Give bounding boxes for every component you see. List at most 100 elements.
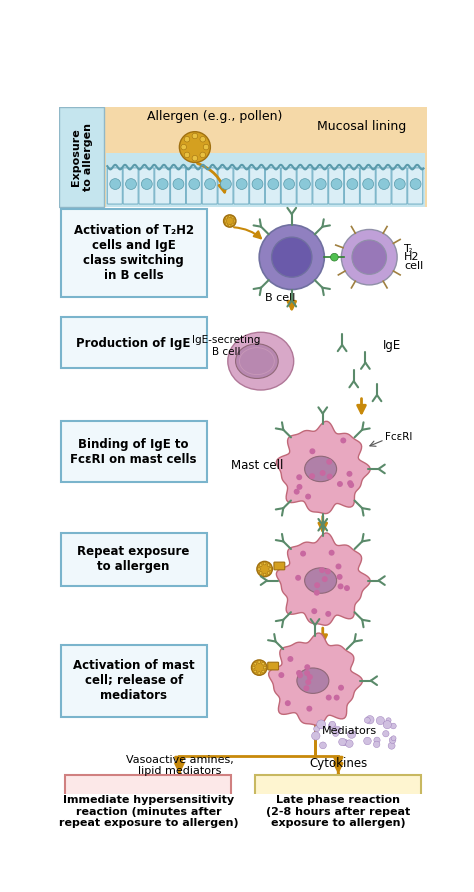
- Circle shape: [264, 666, 266, 669]
- Circle shape: [192, 155, 198, 161]
- Circle shape: [340, 437, 346, 443]
- Circle shape: [315, 178, 326, 189]
- Circle shape: [287, 656, 293, 662]
- Circle shape: [181, 145, 186, 150]
- FancyBboxPatch shape: [345, 168, 359, 204]
- Text: Mediators: Mediators: [322, 726, 377, 736]
- FancyBboxPatch shape: [408, 168, 423, 204]
- Circle shape: [110, 178, 120, 189]
- Circle shape: [263, 562, 266, 565]
- FancyBboxPatch shape: [107, 168, 122, 204]
- Circle shape: [262, 662, 264, 665]
- Circle shape: [228, 216, 231, 218]
- Text: Exposure
to allergen: Exposure to allergen: [71, 123, 92, 191]
- Text: ₂: ₂: [409, 245, 412, 254]
- FancyBboxPatch shape: [155, 168, 170, 204]
- Circle shape: [319, 470, 326, 476]
- Circle shape: [319, 567, 325, 573]
- Circle shape: [254, 670, 256, 673]
- Circle shape: [263, 574, 266, 576]
- Circle shape: [365, 717, 370, 723]
- Circle shape: [327, 474, 333, 480]
- Circle shape: [251, 660, 267, 675]
- Circle shape: [326, 458, 332, 465]
- Circle shape: [284, 178, 294, 189]
- Circle shape: [311, 608, 317, 614]
- Circle shape: [268, 178, 279, 189]
- Circle shape: [220, 178, 231, 189]
- Circle shape: [383, 721, 392, 729]
- Circle shape: [347, 731, 356, 739]
- Text: Immediate hypersensitivity
reaction (minutes after
repeat exposure to allergen): Immediate hypersensitivity reaction (min…: [59, 795, 238, 828]
- Text: Allergen (e.g., pollen): Allergen (e.g., pollen): [146, 110, 282, 123]
- Text: B cell: B cell: [265, 293, 295, 303]
- Circle shape: [259, 225, 324, 290]
- Circle shape: [331, 178, 342, 189]
- Circle shape: [314, 726, 319, 731]
- Circle shape: [173, 178, 184, 189]
- Circle shape: [326, 695, 332, 700]
- Circle shape: [337, 574, 343, 580]
- Circle shape: [347, 480, 353, 486]
- Circle shape: [363, 178, 374, 189]
- Text: Cytokines: Cytokines: [309, 757, 367, 771]
- Circle shape: [394, 178, 405, 189]
- FancyBboxPatch shape: [281, 168, 296, 204]
- Circle shape: [383, 731, 389, 737]
- FancyBboxPatch shape: [186, 168, 201, 204]
- Circle shape: [314, 582, 320, 588]
- Circle shape: [272, 237, 312, 277]
- Circle shape: [391, 736, 396, 740]
- Circle shape: [296, 670, 302, 676]
- Circle shape: [376, 716, 384, 724]
- Circle shape: [336, 564, 341, 569]
- Circle shape: [388, 742, 395, 749]
- Circle shape: [224, 220, 227, 222]
- Circle shape: [254, 662, 256, 665]
- Circle shape: [267, 572, 270, 574]
- FancyBboxPatch shape: [265, 168, 281, 204]
- Circle shape: [352, 240, 387, 275]
- Circle shape: [309, 473, 315, 479]
- Text: Repeat exposure
to allergen: Repeat exposure to allergen: [77, 545, 190, 573]
- Circle shape: [391, 723, 396, 729]
- Circle shape: [304, 665, 310, 670]
- Circle shape: [200, 153, 206, 158]
- FancyBboxPatch shape: [392, 168, 407, 204]
- Circle shape: [203, 145, 209, 150]
- FancyBboxPatch shape: [61, 318, 207, 368]
- FancyBboxPatch shape: [360, 168, 375, 204]
- Circle shape: [252, 178, 263, 189]
- Circle shape: [386, 718, 391, 723]
- Circle shape: [364, 737, 371, 745]
- Text: Activation of T₂H2
cells and IgE
class switching
in B cells: Activation of T₂H2 cells and IgE class s…: [73, 225, 194, 283]
- Text: Mucosal lining: Mucosal lining: [317, 120, 406, 133]
- Circle shape: [184, 153, 190, 158]
- FancyBboxPatch shape: [139, 168, 154, 204]
- Circle shape: [325, 611, 331, 617]
- FancyBboxPatch shape: [59, 107, 104, 207]
- Text: H2: H2: [404, 252, 419, 262]
- Ellipse shape: [297, 668, 329, 693]
- Circle shape: [226, 223, 228, 226]
- Circle shape: [304, 670, 310, 676]
- Circle shape: [300, 178, 310, 189]
- Circle shape: [310, 449, 315, 454]
- Circle shape: [346, 471, 353, 477]
- Circle shape: [389, 737, 396, 743]
- Circle shape: [300, 550, 306, 557]
- Circle shape: [307, 674, 313, 680]
- Circle shape: [157, 178, 168, 189]
- Circle shape: [232, 217, 234, 219]
- Circle shape: [322, 576, 328, 582]
- Circle shape: [335, 726, 341, 732]
- Circle shape: [224, 215, 236, 227]
- FancyBboxPatch shape: [274, 562, 285, 570]
- FancyBboxPatch shape: [123, 168, 138, 204]
- Text: Vasoactive amines,
lipid mediators: Vasoactive amines, lipid mediators: [126, 755, 233, 776]
- Circle shape: [285, 700, 291, 706]
- FancyBboxPatch shape: [65, 775, 231, 847]
- Circle shape: [338, 739, 346, 746]
- Circle shape: [338, 685, 344, 690]
- FancyBboxPatch shape: [61, 533, 207, 586]
